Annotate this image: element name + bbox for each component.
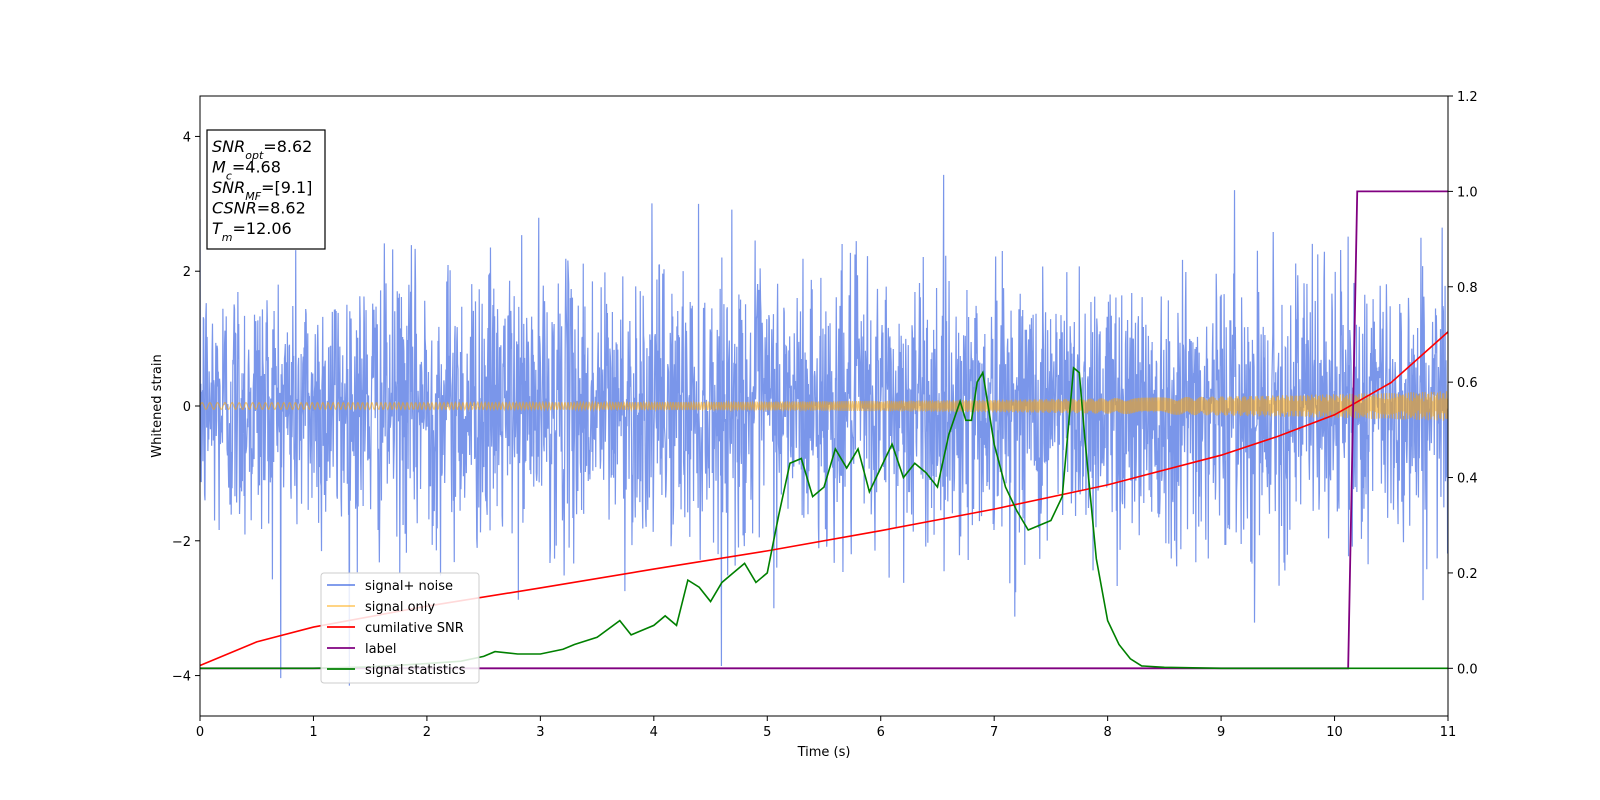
series-label bbox=[200, 190, 1448, 670]
legend-entry: label bbox=[365, 642, 396, 657]
y-axis-label: Whitened strain bbox=[150, 354, 165, 457]
y-axis-right: 0.0 0.2 0.4 0.6 0.8 1.0 1.2 bbox=[1448, 90, 1478, 677]
annotation-symbol: SNR bbox=[212, 178, 245, 197]
legend: signal+ noise signal only cumilative SNR la… bbox=[320, 572, 480, 684]
annotation-value: =12.06 bbox=[233, 219, 292, 238]
y-tick-label-left: 0 bbox=[183, 400, 191, 415]
annotation-line: SNRMF=[9.1] bbox=[212, 178, 312, 203]
x-tick-label: 7 bbox=[990, 725, 998, 740]
legend-entry: signal+ noise bbox=[365, 579, 453, 594]
x-tick-label: 4 bbox=[650, 725, 658, 740]
x-tick-label: 6 bbox=[877, 725, 885, 740]
series-line bbox=[200, 190, 1448, 670]
annotation-line: Tm=12.06 bbox=[212, 219, 292, 244]
legend-frame bbox=[320, 572, 480, 684]
annotation-value: =[9.1] bbox=[261, 178, 312, 197]
x-tick-label: 5 bbox=[763, 725, 771, 740]
series-line bbox=[200, 366, 1448, 670]
annotation-line: Mc=4.68 bbox=[212, 158, 281, 183]
y-axis-left: −4 −2 0 2 4 bbox=[172, 130, 200, 685]
y-tick-label-left: 2 bbox=[183, 265, 191, 280]
series-signal-statistics bbox=[200, 366, 1448, 670]
y-tick-label-right: 0.6 bbox=[1457, 376, 1478, 391]
y-tick-label-left: −2 bbox=[172, 535, 191, 550]
y-tick-label-left: 4 bbox=[183, 130, 191, 145]
x-tick-label: 8 bbox=[1103, 725, 1111, 740]
legend-entry: signal only bbox=[365, 600, 435, 615]
annotation-subscript: m bbox=[222, 231, 233, 244]
x-tick-label: 0 bbox=[196, 725, 204, 740]
y-tick-label-right: 1.2 bbox=[1457, 90, 1478, 105]
legend-entry: signal statistics bbox=[365, 663, 466, 678]
series-signal-only bbox=[200, 391, 1448, 421]
y-tick-label-right: 0.2 bbox=[1457, 567, 1478, 582]
annotation-subscript: opt bbox=[245, 149, 264, 162]
x-axis: 0 1 2 3 4 5 6 7 8 9 10 11 bbox=[196, 716, 1456, 740]
x-axis-label: Time (s) bbox=[797, 745, 851, 760]
annotation-value: =4.68 bbox=[232, 158, 281, 177]
x-tick-label: 1 bbox=[309, 725, 317, 740]
annotation-subscript: c bbox=[226, 169, 232, 182]
annotation-symbol: SNR bbox=[212, 137, 245, 156]
annotation-line: SNRopt=8.62 bbox=[212, 137, 312, 162]
legend-entry: cumilative SNR bbox=[365, 621, 464, 636]
annotation-subscript: MF bbox=[245, 190, 261, 203]
annotation-symbol: T bbox=[212, 219, 223, 238]
x-tick-label: 2 bbox=[423, 725, 431, 740]
x-tick-label: 10 bbox=[1326, 725, 1343, 740]
annotation-value: =8.62 bbox=[263, 137, 312, 156]
series-line bbox=[200, 391, 1448, 421]
y-tick-label-left: −4 bbox=[172, 670, 191, 685]
x-tick-label: 9 bbox=[1217, 725, 1225, 740]
annotation-box bbox=[206, 129, 326, 250]
annotation-line: CSNR=8.62 bbox=[212, 199, 306, 218]
x-tick-label: 3 bbox=[536, 725, 544, 740]
annotation-symbol: CSNR bbox=[212, 199, 257, 218]
y-tick-label-right: 0.8 bbox=[1457, 281, 1478, 296]
annotation-symbol: M bbox=[212, 158, 226, 177]
metrics-annotation: SNRopt=8.62Mc=4.68SNRMF=[9.1]CSNR=8.62Tm… bbox=[206, 129, 326, 250]
y-tick-label-right: 0.0 bbox=[1457, 662, 1478, 677]
annotation-value: =8.62 bbox=[257, 199, 306, 218]
x-tick-label: 11 bbox=[1440, 725, 1457, 740]
y-tick-label-right: 0.4 bbox=[1457, 472, 1478, 487]
y-tick-label-right: 1.0 bbox=[1457, 185, 1478, 200]
